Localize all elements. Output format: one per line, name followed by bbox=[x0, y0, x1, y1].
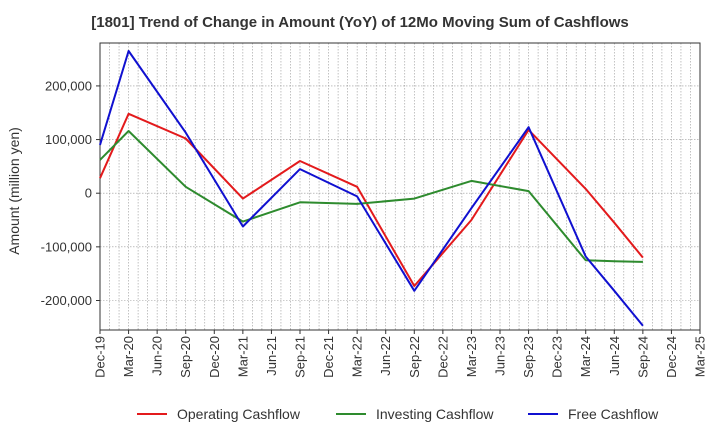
y-tick-label: -200,000 bbox=[41, 293, 92, 308]
x-tick-label: Sep-24 bbox=[635, 336, 650, 378]
series-line-investing-cashflow bbox=[99, 130, 643, 263]
x-tick-label: Sep-22 bbox=[407, 336, 422, 378]
series-line-operating-cashflow bbox=[99, 112, 644, 287]
legend-label-investing-cashflow: Investing Cashflow bbox=[376, 406, 494, 422]
legend: Operating Cashflow Investing Cashflow Free… bbox=[137, 406, 659, 422]
x-tick-label: Dec-20 bbox=[207, 336, 222, 378]
x-tick-label: Sep-21 bbox=[293, 336, 308, 378]
y-tick-label: 100,000 bbox=[45, 132, 92, 147]
x-tick-label: Sep-20 bbox=[178, 336, 193, 378]
x-tick-label: Dec-19 bbox=[93, 336, 108, 378]
chart-title: [1801] Trend of Change in Amount (YoY) o… bbox=[91, 14, 629, 31]
x-tick-label: Jun-22 bbox=[378, 336, 393, 376]
x-tick-label: Mar-21 bbox=[235, 336, 250, 377]
legend-label-free-cashflow: Free Cashflow bbox=[568, 406, 659, 422]
x-tick-label: Jun-23 bbox=[493, 336, 508, 376]
x-tick-label: Dec-21 bbox=[321, 336, 336, 378]
y-tick-label: -100,000 bbox=[41, 239, 92, 254]
x-tick-label: Jun-24 bbox=[607, 336, 622, 376]
x-tick-label: Dec-22 bbox=[435, 336, 450, 378]
x-tick-label: Sep-23 bbox=[521, 336, 536, 378]
series-line-free-cashflow bbox=[99, 50, 644, 327]
plot-frame bbox=[99, 42, 701, 331]
x-tick-label: Mar-24 bbox=[578, 336, 593, 377]
x-tick-label: Jun-21 bbox=[264, 336, 279, 376]
series-layer bbox=[99, 50, 644, 327]
y-tick-label: 200,000 bbox=[45, 78, 92, 93]
y-tick-label: 0 bbox=[85, 186, 92, 201]
y-axis-title: Amount (million yen) bbox=[6, 127, 22, 255]
x-tick-label: Dec-24 bbox=[664, 336, 679, 378]
x-tick-label: Mar-23 bbox=[464, 336, 479, 377]
x-tick-label: Mar-20 bbox=[121, 336, 136, 377]
x-tick-label: Mar-22 bbox=[350, 336, 365, 377]
grid-layer bbox=[100, 43, 700, 330]
x-tick-label: Jun-20 bbox=[150, 336, 165, 376]
x-tick-label: Dec-23 bbox=[550, 336, 565, 378]
x-axis-ticks: Dec-19 Mar-20 Jun-20 Sep-20 Dec-20 Mar-21 Jun-… bbox=[93, 330, 708, 378]
legend-label-operating-cashflow: Operating Cashflow bbox=[177, 406, 301, 422]
y-axis-ticks: -200,000 -100,000 0 100,000 200,000 bbox=[41, 78, 100, 308]
x-tick-label: Mar-25 bbox=[693, 336, 708, 377]
